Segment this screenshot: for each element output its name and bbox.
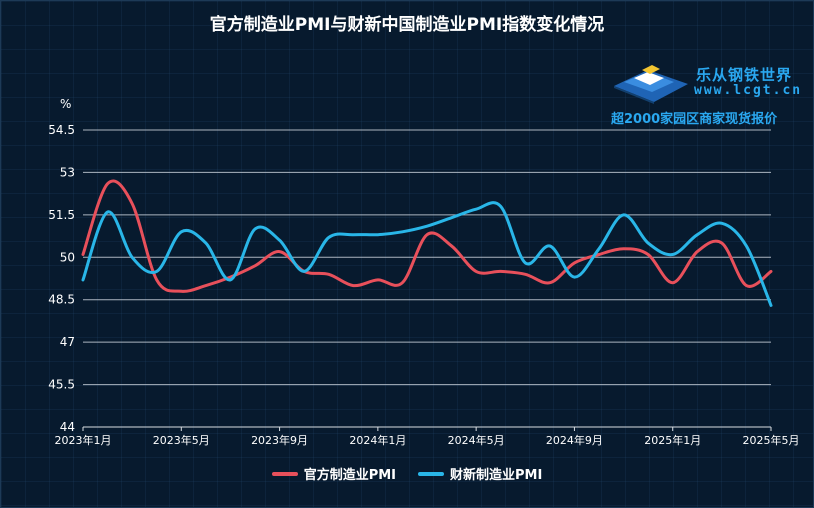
y-tick-label: 45.5 xyxy=(48,378,75,392)
legend-label-official: 官方制造业PMI xyxy=(303,468,396,483)
series-line-caixin-pmi xyxy=(81,201,773,307)
x-tick-label: 2024年1月 xyxy=(349,433,406,447)
watermark-tagline: 超2000家园区商家现货报价 xyxy=(611,112,778,127)
lcgt-logo-icon xyxy=(614,65,688,104)
legend-label-caixin: 财新制造业PMI xyxy=(450,468,543,483)
watermark-name: 乐从钢铁世界 xyxy=(696,66,793,84)
chart-title: 官方制造业PMI与财新中国制造业PMI指数变化情况 xyxy=(209,15,605,35)
legend-item-official-pmi[interactable]: 官方制造业PMI xyxy=(271,464,396,483)
x-tick-label: 2024年5月 xyxy=(448,433,505,447)
legend: 官方制造业PMI 财新制造业PMI xyxy=(0,464,814,483)
series-line-official-pmi xyxy=(81,179,773,293)
y-tick-label: 53 xyxy=(60,165,75,179)
watermark: 乐从钢铁世界 www.lcgt.cn 超2000家园区商家现货报价 xyxy=(606,60,811,130)
y-tick-label: 47 xyxy=(60,335,75,349)
legend-swatch-caixin xyxy=(418,471,444,476)
x-tick-label: 2025年5月 xyxy=(743,433,800,447)
x-tick-label: 2023年9月 xyxy=(251,433,308,447)
y-tick-label: 44 xyxy=(60,420,75,434)
x-tick-label: 2023年5月 xyxy=(153,433,210,447)
x-tick-label: 2024年9月 xyxy=(546,433,603,447)
x-tick-label: 2023年1月 xyxy=(55,433,112,447)
x-tick-label: 2025年1月 xyxy=(644,433,701,447)
y-tick-label: 50 xyxy=(60,250,75,264)
y-axis-unit: % xyxy=(60,97,72,111)
y-tick-label: 48.5 xyxy=(48,293,75,307)
legend-item-caixin-pmi[interactable]: 财新制造业PMI xyxy=(418,464,542,483)
legend-swatch-official xyxy=(271,471,298,476)
watermark-url: www.lcgt.cn xyxy=(694,83,803,98)
y-tick-label: 54.5 xyxy=(48,123,75,137)
y-tick-label: 51.5 xyxy=(48,208,75,222)
